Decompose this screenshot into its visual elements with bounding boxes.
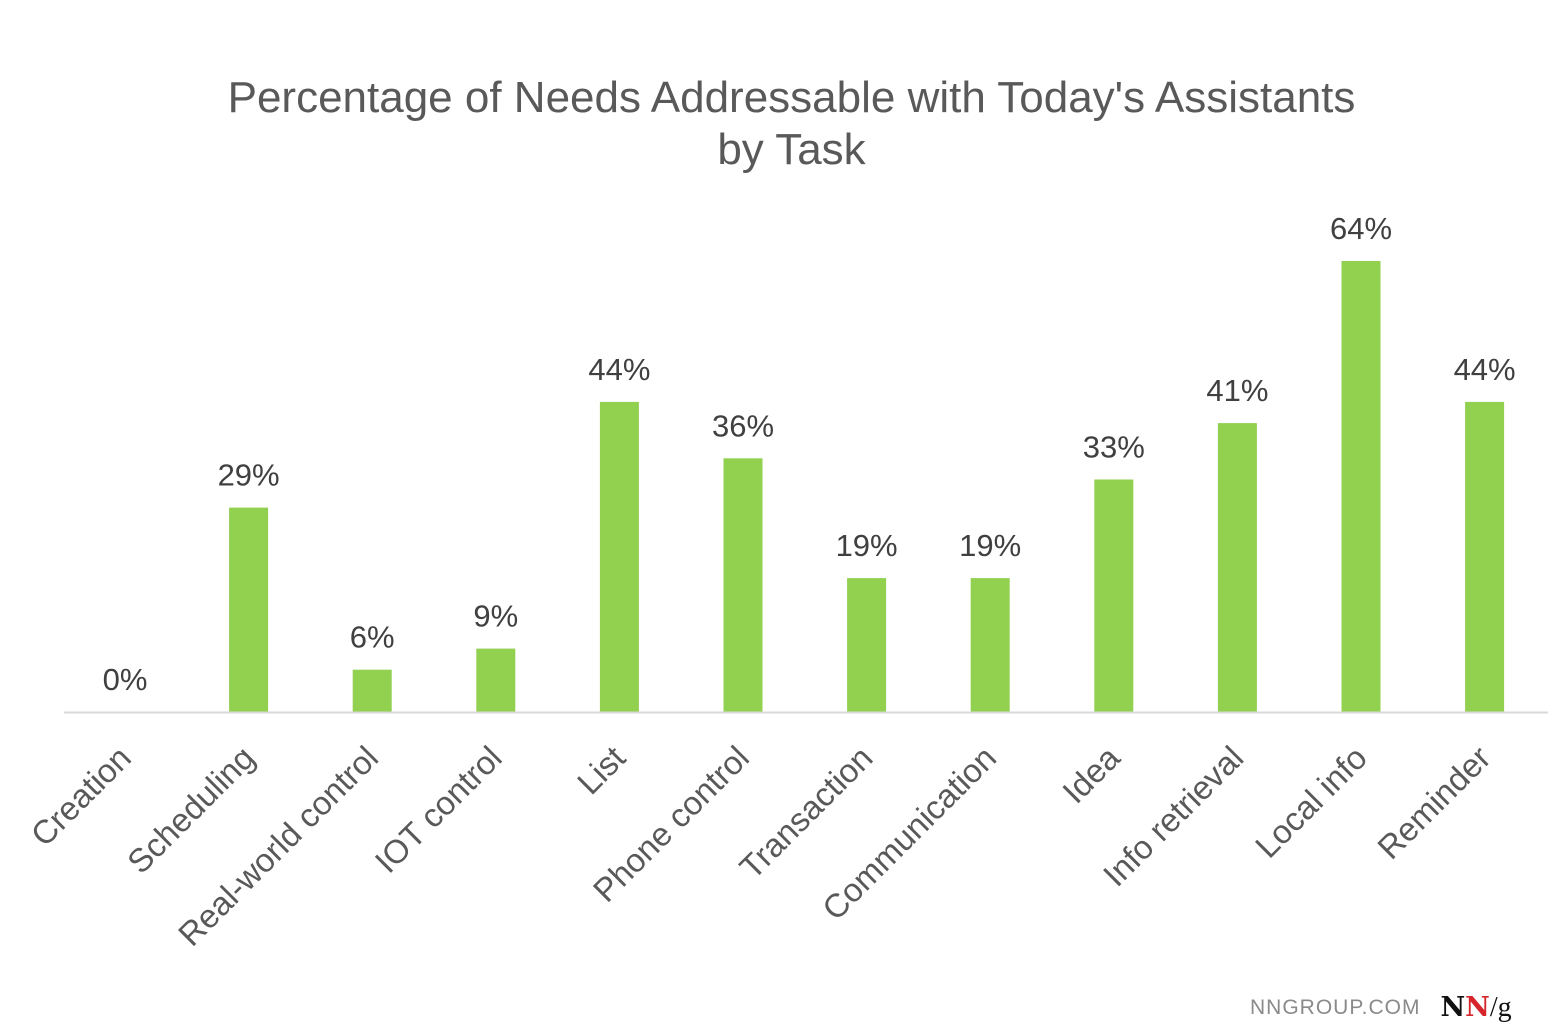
bar-phone-control [723, 458, 763, 712]
data-label: 44% [1454, 352, 1516, 387]
data-label: 36% [712, 408, 774, 443]
data-label: 6% [350, 620, 395, 655]
bar-list [599, 401, 639, 712]
bar-transaction [847, 578, 887, 712]
bars-group [229, 261, 1505, 712]
data-label: 19% [836, 528, 898, 563]
data-label: 64% [1330, 211, 1392, 246]
x-tick-label: IOT control [368, 739, 509, 880]
data-label: 9% [473, 599, 518, 634]
x-tick-label: Reminder [1370, 739, 1497, 866]
data-labels-group: 0% 29% 6% 9% 44% 36% 19% 19% 33% 41% 64% 44% [103, 211, 1516, 697]
logo-n2: N [1465, 992, 1490, 1023]
bar-communication [970, 578, 1010, 712]
data-label: 44% [588, 352, 650, 387]
data-label: 0% [103, 662, 148, 697]
data-label: 19% [959, 528, 1021, 563]
data-label: 29% [218, 458, 280, 493]
x-tick-label: List [570, 739, 632, 801]
x-tick-label: Creation [24, 739, 138, 853]
bar-scheduling [229, 507, 269, 712]
data-label: 33% [1083, 430, 1145, 465]
bar-info-retrieval [1217, 423, 1257, 712]
bar-real-world-control [352, 669, 392, 712]
watermark: NNGROUP.COM N N/g [1250, 992, 1512, 1024]
bar-iot-control [476, 648, 516, 712]
bar-idea [1094, 479, 1134, 712]
nng-logo: N N/g [1440, 992, 1511, 1024]
x-tick-label: Local info [1248, 739, 1374, 865]
data-label: 41% [1206, 373, 1268, 408]
chart-title-line-2: by Task [717, 125, 866, 174]
logo-slash-g: /g [1489, 992, 1512, 1023]
watermark-site: NNGROUP.COM [1250, 996, 1421, 1019]
bar-reminder [1465, 401, 1505, 712]
chart-title-line-1: Percentage of Needs Addressable with Tod… [227, 73, 1356, 122]
x-tick-label: Idea [1055, 738, 1127, 810]
chart-title: Percentage of Needs Addressable with Tod… [0, 72, 1559, 176]
bar-local-info [1341, 261, 1381, 712]
logo-n1: N [1440, 992, 1466, 1023]
